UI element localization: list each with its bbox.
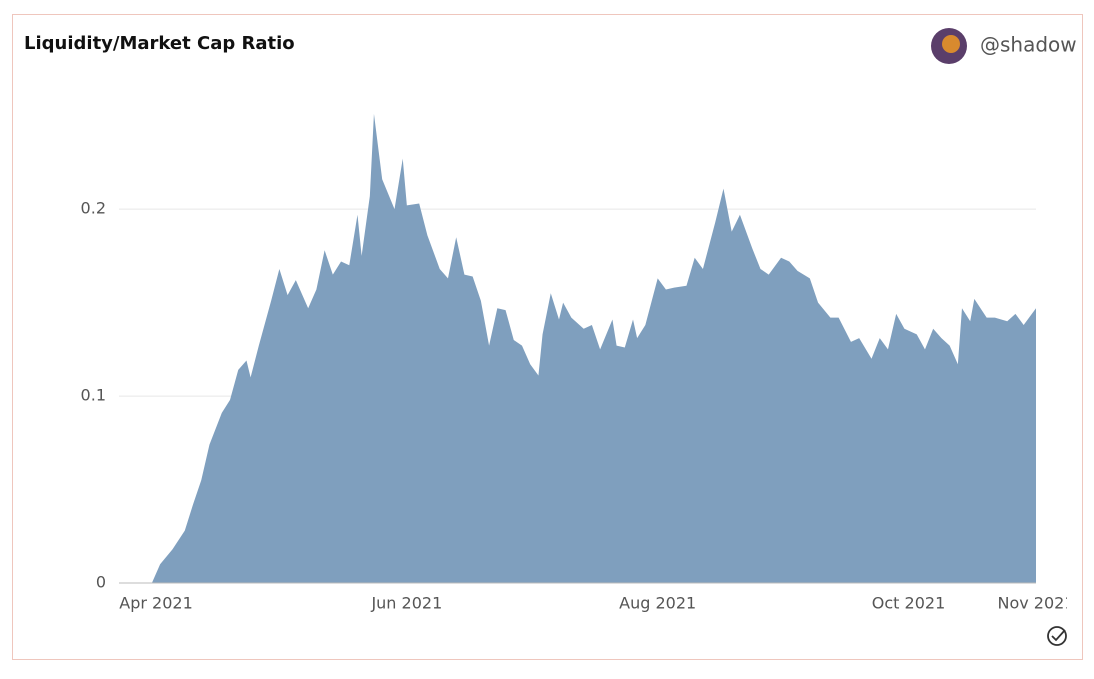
plot: 0 0.1 0.2 Apr 2021 Jun 2021 Aug 2021 Oct 2021 N… bbox=[81, 113, 1074, 613]
x-tick-label: Jun 2021 bbox=[370, 594, 442, 613]
avatar-face bbox=[942, 35, 960, 53]
x-ticks: Apr 2021 Jun 2021 Aug 2021 Oct 2021 Nov 2021 bbox=[119, 594, 1074, 613]
x-tick-label: Apr 2021 bbox=[119, 594, 192, 613]
author: @shadow bbox=[980, 33, 1077, 57]
x-tick-label: Aug 2021 bbox=[619, 594, 696, 613]
x-tick-label: Oct 2021 bbox=[872, 594, 945, 613]
y-tick-label: 0.1 bbox=[81, 386, 106, 405]
y-tick-label: 0.2 bbox=[81, 199, 106, 218]
x-tick-label: Nov 2021 bbox=[997, 594, 1074, 613]
y-tick-label: 0 bbox=[96, 573, 106, 592]
check-icon bbox=[1047, 626, 1067, 646]
area bbox=[119, 113, 1036, 584]
chart-title: Liquidity/Market Cap Ratio bbox=[24, 33, 295, 54]
